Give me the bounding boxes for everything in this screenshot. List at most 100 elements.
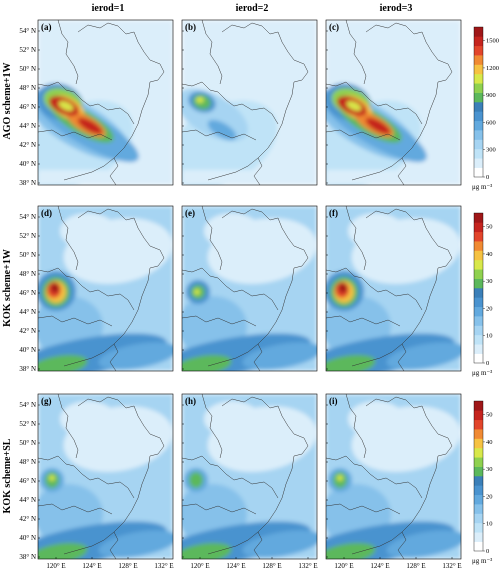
colorbar-unit: μg m⁻³	[472, 557, 492, 565]
colorbar-swatch	[474, 167, 483, 178]
colorbar-tick-label: 0	[486, 548, 489, 555]
lat-tick-label: 46° N	[19, 103, 36, 111]
lat-tick-label: 52° N	[19, 232, 36, 240]
panel-label-2-2: (e)	[185, 208, 195, 218]
colorbar-tick-label: 30	[486, 466, 493, 473]
colorbar-swatch	[474, 494, 483, 505]
lat-tick-label: 46° N	[19, 289, 36, 297]
colorbar-swatch	[474, 64, 483, 75]
colorbar-swatch	[474, 447, 483, 458]
colorbar-swatch	[474, 476, 483, 486]
lat-tick-label: 42° N	[19, 515, 36, 523]
map-panel-2-1: (d) 54° N 52° N 50° N 48° N 46° N 44° N 42° N 40…	[19, 205, 174, 373]
colorbar-swatch	[474, 306, 483, 317]
colorbar-swatch	[474, 288, 483, 298]
lat-tick-label: 40° N	[19, 346, 36, 354]
colorbar-swatch	[474, 278, 483, 289]
map-panel-3-3: (i) 120° E 124° E 128° E 132° E	[325, 393, 462, 570]
colorbar-tick-label: 1500	[486, 38, 499, 45]
row-label-1: AGO scheme+1W	[2, 62, 13, 139]
colorbar-tick-label: 20	[486, 305, 493, 312]
lat-tick-label: 50° N	[19, 65, 36, 73]
colorbar-swatch	[474, 438, 483, 449]
colorbar-1: 0 300 600 900 1200 1500 μg m⁻³	[472, 26, 499, 191]
lat-tick-label: 38° N	[19, 553, 36, 561]
colorbar-2: 0 10 20 30 40 50 μg m⁻³	[472, 212, 493, 377]
colorbar-swatch	[474, 250, 483, 261]
colorbar-swatch	[474, 485, 483, 496]
lat-tick-label: 38° N	[19, 365, 36, 373]
colorbar-swatch	[474, 353, 483, 364]
lat-tick-label: 54° N	[19, 27, 36, 35]
colorbar-swatch	[474, 213, 483, 223]
map-panel-2-3: (f)	[325, 205, 462, 372]
colorbar-unit: μg m⁻³	[472, 183, 492, 191]
panel-label-2-3: (f)	[329, 208, 338, 218]
lat-tick-label: 54° N	[19, 401, 36, 409]
colorbar-swatch	[474, 73, 483, 84]
lon-tick-label: 124° E	[370, 562, 389, 570]
lat-tick-label: 54° N	[19, 213, 36, 221]
lon-tick-label: 132° E	[154, 562, 173, 570]
colorbar-swatch	[474, 241, 483, 251]
panel-label-3-3: (i)	[329, 396, 338, 406]
colorbar-swatch	[474, 522, 483, 533]
lat-tick-label: 40° N	[19, 534, 36, 542]
colorbar-swatch	[474, 457, 483, 467]
lon-tick-label: 120° E	[334, 562, 353, 570]
lat-tick-label: 38° N	[19, 179, 36, 187]
colorbar-tick-label: 20	[486, 493, 493, 500]
map-panel-1-3: (c)	[325, 19, 462, 186]
colorbar-swatch	[474, 259, 483, 270]
colorbar-swatch	[474, 466, 483, 477]
colorbar-tick-label: 10	[486, 521, 493, 528]
colorbar-swatch	[474, 541, 483, 552]
colorbar-swatch	[474, 111, 483, 122]
colorbar-swatch	[474, 231, 483, 242]
panel-label-3-1: (g)	[41, 396, 52, 406]
colorbar-swatch	[474, 27, 483, 37]
lon-tick-label: 132° E	[298, 562, 317, 570]
colorbar-swatch	[474, 92, 483, 103]
lat-tick-label: 52° N	[19, 420, 36, 428]
lat-tick-label: 48° N	[19, 458, 36, 466]
colorbar-swatch	[474, 513, 483, 524]
colorbar-tick-label: 50	[486, 412, 493, 419]
colorbar-swatch	[474, 316, 483, 326]
column-title-2: ierod=2	[236, 3, 269, 14]
colorbar-swatch	[474, 269, 483, 279]
lon-tick-label: 124° E	[82, 562, 101, 570]
colorbar-swatch	[474, 410, 483, 421]
lat-tick-label: 52° N	[19, 46, 36, 54]
lon-tick-label: 120° E	[46, 562, 65, 570]
colorbar-tick-label: 50	[486, 224, 493, 231]
lat-tick-label: 48° N	[19, 270, 36, 278]
lat-tick-label: 48° N	[19, 84, 36, 92]
colorbar-swatch	[474, 120, 483, 131]
lon-tick-label: 120° E	[190, 562, 209, 570]
lon-tick-label: 128° E	[406, 562, 425, 570]
panel-label-1-3: (c)	[329, 22, 339, 32]
row-label-2: KOK scheme+1W	[2, 249, 13, 327]
colorbar-swatch	[474, 222, 483, 233]
colorbar-swatch	[474, 102, 483, 112]
colorbar-swatch	[474, 401, 483, 411]
lon-tick-label: 128° E	[262, 562, 281, 570]
lat-tick-label: 46° N	[19, 477, 36, 485]
colorbar-swatch	[474, 334, 483, 345]
colorbar-swatch	[474, 532, 483, 542]
map-panel-3-1: (g) 54° N 52° N 50° N 48° N 46° N 44° N 42° N 40…	[19, 393, 174, 570]
row-label-3: KOK scheme+SL	[2, 438, 13, 513]
map-panels: (a) 54° N 52° N 50° N 48° N 46° N 44° N 42° N 40…	[19, 19, 462, 570]
colorbar-swatch	[474, 158, 483, 168]
lon-tick-label: 132° E	[442, 562, 461, 570]
colorbar-swatch	[474, 130, 483, 140]
colorbar-tick-label: 40	[486, 439, 493, 446]
column-title-1: ierod=1	[92, 3, 125, 14]
colorbar-3: 0 10 20 30 40 50 μg m⁻³	[472, 400, 493, 565]
colorbar-swatch	[474, 504, 483, 514]
colorbar-swatch	[474, 419, 483, 430]
colorbar-tick-label: 30	[486, 278, 493, 285]
lat-tick-label: 44° N	[19, 122, 36, 130]
